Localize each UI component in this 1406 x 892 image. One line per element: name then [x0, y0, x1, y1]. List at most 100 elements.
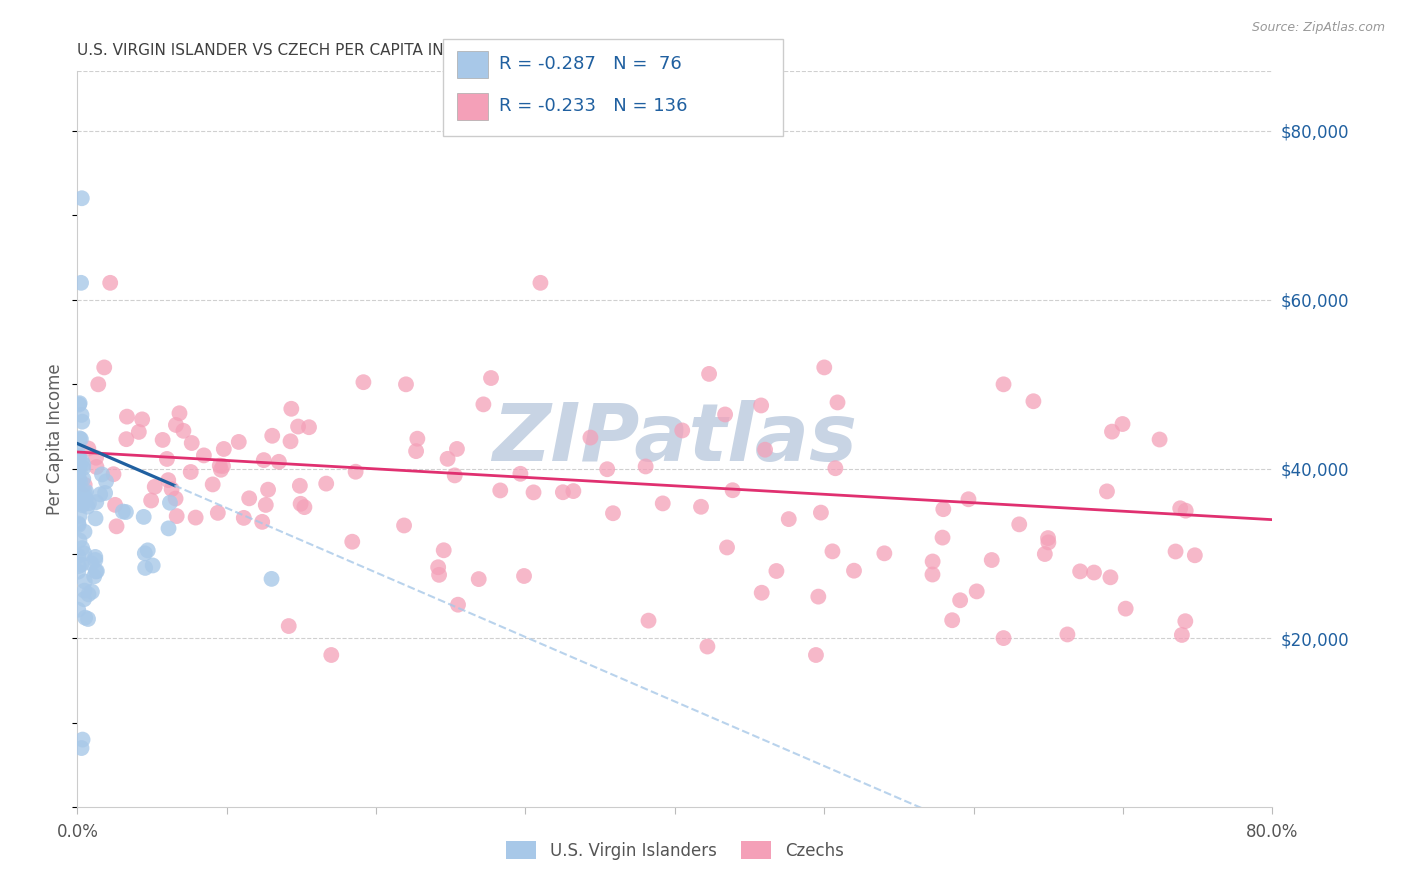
- Point: [941, 613, 963, 627]
- Point: [77, 587, 100, 601]
- Point: [67, 468, 90, 483]
- Point: [1174, 614, 1197, 628]
- Point: [754, 442, 776, 457]
- Text: Source: ZipAtlas.com: Source: ZipAtlas.com: [1251, 21, 1385, 34]
- Point: [562, 484, 585, 499]
- Point: [70, 558, 93, 572]
- Point: [232, 511, 254, 525]
- Point: [72, 472, 94, 486]
- Point: [321, 648, 343, 662]
- Point: [105, 519, 128, 533]
- Point: [697, 367, 720, 381]
- Point: [115, 409, 138, 424]
- Point: [72, 458, 94, 472]
- Point: [67, 490, 90, 504]
- Point: [73, 592, 96, 607]
- Text: R = -0.233   N = 136: R = -0.233 N = 136: [499, 97, 688, 115]
- Point: [91, 467, 114, 482]
- Point: [1149, 433, 1171, 447]
- Point: [260, 572, 283, 586]
- Point: [443, 468, 465, 483]
- Point: [827, 395, 849, 409]
- Point: [69, 396, 91, 410]
- Point: [824, 461, 846, 475]
- Point: [67, 518, 90, 533]
- Point: [1174, 504, 1197, 518]
- Point: [69, 487, 91, 501]
- Point: [67, 449, 90, 463]
- Point: [67, 516, 90, 531]
- Point: [253, 453, 276, 467]
- Point: [75, 491, 97, 506]
- Point: [406, 432, 429, 446]
- Point: [87, 377, 110, 392]
- Point: [180, 436, 202, 450]
- Point: [433, 543, 456, 558]
- Point: [139, 493, 162, 508]
- Point: [143, 480, 166, 494]
- Point: [447, 598, 470, 612]
- Point: [1095, 484, 1118, 499]
- Point: [716, 541, 738, 555]
- Point: [1168, 501, 1191, 516]
- Point: [277, 619, 299, 633]
- Point: [257, 483, 280, 497]
- Point: [157, 473, 180, 487]
- Point: [671, 424, 693, 438]
- Point: [193, 449, 215, 463]
- Point: [522, 485, 544, 500]
- Point: [267, 455, 290, 469]
- Point: [76, 500, 98, 514]
- Point: [70, 408, 93, 422]
- Point: [72, 496, 94, 510]
- Point: [344, 465, 367, 479]
- Point: [1038, 535, 1060, 549]
- Legend: U.S. Virgin Islanders, Czechs: U.S. Virgin Islanders, Czechs: [499, 835, 851, 867]
- Point: [94, 475, 117, 489]
- Point: [509, 467, 531, 481]
- Point: [69, 489, 91, 503]
- Point: [132, 509, 155, 524]
- Point: [70, 541, 93, 555]
- Point: [98, 276, 121, 290]
- Point: [873, 546, 896, 560]
- Point: [813, 360, 835, 375]
- Point: [73, 524, 96, 539]
- Point: [765, 564, 787, 578]
- Point: [1008, 517, 1031, 532]
- Point: [67, 603, 90, 617]
- Point: [134, 546, 156, 560]
- Point: [169, 406, 191, 420]
- Point: [70, 276, 93, 290]
- Point: [180, 465, 202, 479]
- Point: [1184, 549, 1206, 563]
- Point: [472, 397, 495, 411]
- Point: [651, 496, 673, 510]
- Point: [84, 549, 107, 564]
- Point: [72, 732, 94, 747]
- Point: [1101, 425, 1123, 439]
- Text: U.S. VIRGIN ISLANDER VS CZECH PER CAPITA INCOME CORRELATION CHART: U.S. VIRGIN ISLANDER VS CZECH PER CAPITA…: [77, 43, 659, 58]
- Point: [86, 564, 108, 578]
- Point: [810, 506, 832, 520]
- Point: [157, 521, 180, 535]
- Point: [280, 401, 302, 416]
- Point: [156, 452, 179, 467]
- Point: [228, 434, 250, 449]
- Point: [993, 631, 1015, 645]
- Point: [993, 377, 1015, 392]
- Point: [77, 442, 100, 456]
- Point: [1033, 547, 1056, 561]
- Point: [529, 276, 551, 290]
- Point: [551, 485, 574, 500]
- Point: [513, 569, 536, 583]
- Point: [315, 476, 337, 491]
- Point: [93, 360, 115, 375]
- Point: [67, 450, 90, 465]
- Point: [842, 564, 865, 578]
- Point: [392, 518, 415, 533]
- Point: [714, 408, 737, 422]
- Point: [1115, 601, 1137, 615]
- Point: [298, 420, 321, 434]
- Point: [84, 553, 107, 567]
